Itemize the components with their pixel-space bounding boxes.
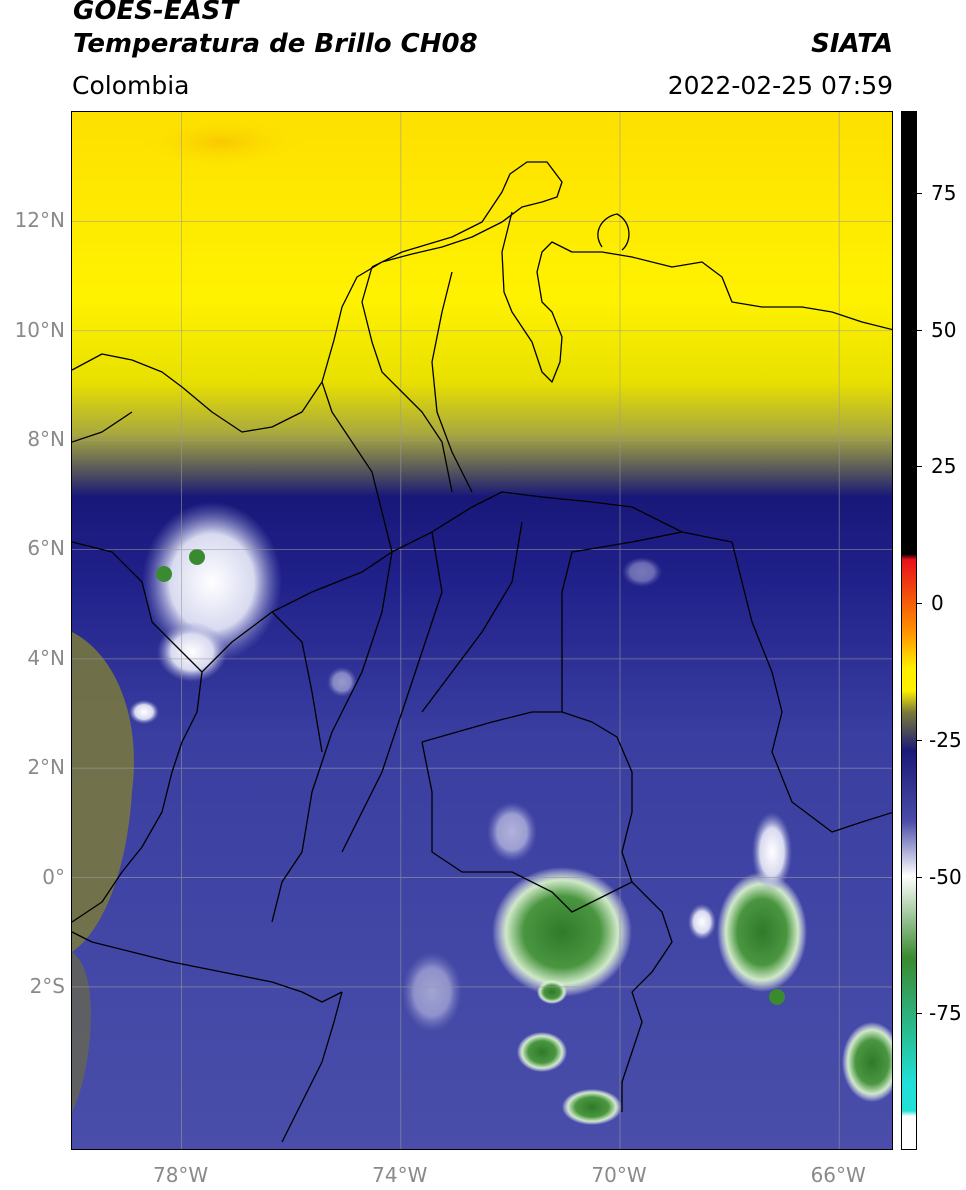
pacific-warm-area — [72, 632, 134, 952]
colorbar-tick — [917, 603, 922, 605]
timestamp: 2022-02-25 07:59 — [667, 71, 893, 100]
colorbar-tick — [917, 1013, 922, 1015]
colorbar-tick-label: 0 — [931, 591, 944, 616]
colorbar-tick-label: -75 — [929, 1001, 962, 1026]
colorbar-tick — [917, 876, 922, 878]
latitude-tick-label: 2°N — [27, 755, 65, 780]
longitude-tick-label: 74°W — [372, 1163, 428, 1187]
latitude-tick-label: 8°N — [27, 427, 65, 452]
colorbar-tick — [917, 329, 922, 331]
satellite-name: GOES-EAST — [73, 0, 239, 26]
latitude-tick-label: 2°S — [29, 973, 65, 998]
longitude-tick-label: 70°W — [591, 1163, 647, 1187]
latitude-tick-label: 0° — [42, 864, 65, 889]
latitude-tick-label: 6°N — [27, 536, 65, 561]
colorbar — [901, 111, 917, 1150]
graticule — [72, 112, 892, 1149]
colorbar-tick-label: 25 — [931, 454, 957, 479]
product-title: Temperatura de Brillo CH08 — [73, 29, 478, 59]
latitude-tick-label: 10°N — [14, 317, 65, 342]
colorbar-tick-label: 75 — [931, 181, 957, 206]
colorbar-tick — [917, 739, 922, 741]
latitude-tick-label: 4°N — [27, 645, 65, 670]
latitude-tick-label: 12°N — [14, 208, 65, 233]
longitude-tick-label: 66°W — [810, 1163, 866, 1187]
cloud-cluster — [142, 502, 282, 662]
satellite-map — [71, 111, 893, 1150]
source-label: SIATA — [811, 29, 893, 59]
coastlines-borders — [72, 161, 892, 1143]
colorbar-tick — [917, 466, 922, 468]
convective-cloud — [492, 867, 632, 997]
colorbar-tick-label: -50 — [929, 864, 962, 889]
region-label: Colombia — [72, 71, 190, 100]
colorbar-tick — [917, 193, 922, 195]
colorbar-tick-label: -25 — [929, 727, 962, 752]
colorbar-tick-label: 50 — [931, 317, 957, 342]
longitude-tick-label: 78°W — [152, 1163, 209, 1187]
